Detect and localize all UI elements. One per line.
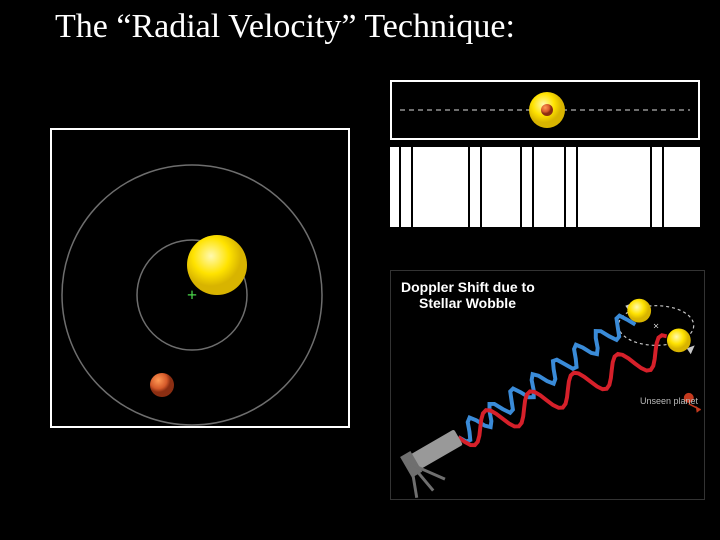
absorption-line-icon xyxy=(468,147,482,227)
doppler-title-line1: Doppler Shift due to xyxy=(401,279,535,295)
star-icon xyxy=(627,299,651,323)
wobble-center-icon: × xyxy=(653,320,659,332)
absorption-line-icon xyxy=(520,147,534,227)
doppler-title-line2: Stellar Wobble xyxy=(401,295,535,311)
absorption-line-icon xyxy=(650,147,664,227)
orbit-panel: + xyxy=(50,128,350,428)
slide-title: The “Radial Velocity” Technique: xyxy=(0,8,720,46)
star-icon xyxy=(187,235,247,295)
planet-icon xyxy=(150,373,174,397)
slide-root: The “Radial Velocity” Technique: + xyxy=(0,0,720,540)
barycenter-mark-icon: + xyxy=(187,285,197,305)
absorption-line-icon xyxy=(564,147,578,227)
arrow-icon xyxy=(696,406,701,413)
unseen-planet-label: Unseen planet xyxy=(640,396,698,406)
star-track-svg xyxy=(392,82,698,138)
title-text: The “Radial Velocity” Technique: xyxy=(55,8,515,45)
star-icon xyxy=(667,328,691,352)
spectrum-panel xyxy=(390,147,700,227)
doppler-panel: Doppler Shift due to Stellar Wobble Unse… xyxy=(390,270,705,500)
orbit-svg: + xyxy=(52,130,348,426)
star-core-icon xyxy=(541,104,553,116)
star-track-panel xyxy=(390,80,700,140)
absorption-line-icon xyxy=(399,147,413,227)
doppler-title: Doppler Shift due to Stellar Wobble xyxy=(401,279,535,311)
